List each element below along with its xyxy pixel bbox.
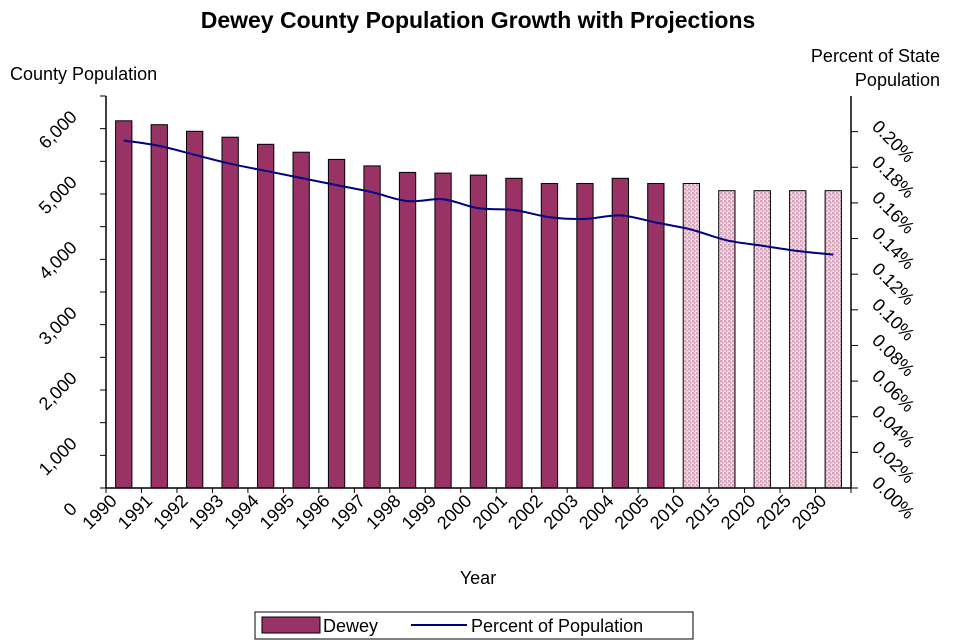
x-tick-label: 1998 (362, 491, 404, 533)
left-axis-title: County Population (10, 64, 157, 84)
x-tick-label: 2004 (575, 491, 617, 533)
x-tick-label: 1994 (220, 491, 262, 533)
left-tick-label: 1,000 (35, 433, 81, 479)
bar-1993 (221, 136, 239, 489)
line-group (123, 139, 834, 256)
x-tick-label: 2002 (504, 491, 546, 533)
legend-label-percent: Percent of Population (471, 616, 643, 636)
legend-label-dewey: Dewey (323, 616, 378, 636)
x-tick-label: 2020 (717, 491, 759, 533)
bar-2000 (469, 174, 488, 489)
percent-of-population-line (123, 139, 834, 256)
bar-2001 (505, 177, 523, 489)
bar-projected-2020 (753, 190, 771, 489)
right-axis-title-line1: Percent of State (811, 46, 940, 66)
x-tick-label: 1996 (291, 491, 333, 533)
legend-swatch-dewey (261, 616, 321, 634)
bar-1998 (398, 171, 417, 489)
x-tick-label: 1991 (114, 491, 156, 533)
legend-box (254, 611, 694, 640)
bar-1990 (115, 120, 133, 489)
bar-1991 (150, 124, 168, 489)
x-tick-label: 2015 (681, 491, 723, 533)
x-tick-label: 2025 (752, 491, 794, 533)
bar-1996 (327, 158, 346, 489)
bar-projected-2030 (824, 190, 842, 489)
x-tick-label: 2001 (469, 491, 511, 533)
bar-2003 (576, 183, 594, 489)
bar-2004 (611, 177, 630, 489)
x-tick-label: 2003 (540, 491, 582, 533)
bar-2002 (540, 183, 559, 489)
x-tick-label: 1997 (327, 491, 369, 533)
x-tick-label: 1990 (78, 491, 120, 533)
bar-1992 (186, 130, 204, 489)
x-tick-label: 2000 (433, 491, 475, 533)
bar-1999 (434, 172, 452, 489)
left-tick-label: 6,000 (35, 107, 81, 153)
x-tick-label: 1993 (185, 491, 227, 533)
bar-1994 (257, 143, 275, 489)
x-tick-label: 2010 (646, 491, 688, 533)
bar-2005 (647, 183, 665, 489)
x-axis-title: Year (460, 568, 496, 588)
x-tick-label: 1995 (256, 491, 298, 533)
bars-group (115, 120, 842, 489)
left-tick-label: 4,000 (35, 237, 81, 283)
bar-1997 (363, 165, 381, 489)
left-tick-label: 3,000 (35, 303, 81, 349)
left-tick-label: 5,000 (35, 172, 81, 218)
axes-group (100, 95, 858, 493)
x-tick-label: 2030 (788, 491, 830, 533)
chart-title: Dewey County Population Growth with Proj… (201, 7, 756, 33)
bar-projected-2025 (789, 190, 807, 489)
x-tick-label: 2005 (611, 491, 653, 533)
left-tick-label: 2,000 (35, 368, 81, 414)
x-tick-label: 1992 (149, 491, 191, 533)
bar-projected-2015 (718, 190, 736, 489)
x-tick-label: 1999 (398, 491, 440, 533)
right-axis-title-line2: Population (855, 70, 940, 90)
left-tick-label: 0 (60, 499, 81, 520)
legend: Dewey Percent of Population (254, 611, 694, 640)
bar-1995 (292, 151, 310, 489)
